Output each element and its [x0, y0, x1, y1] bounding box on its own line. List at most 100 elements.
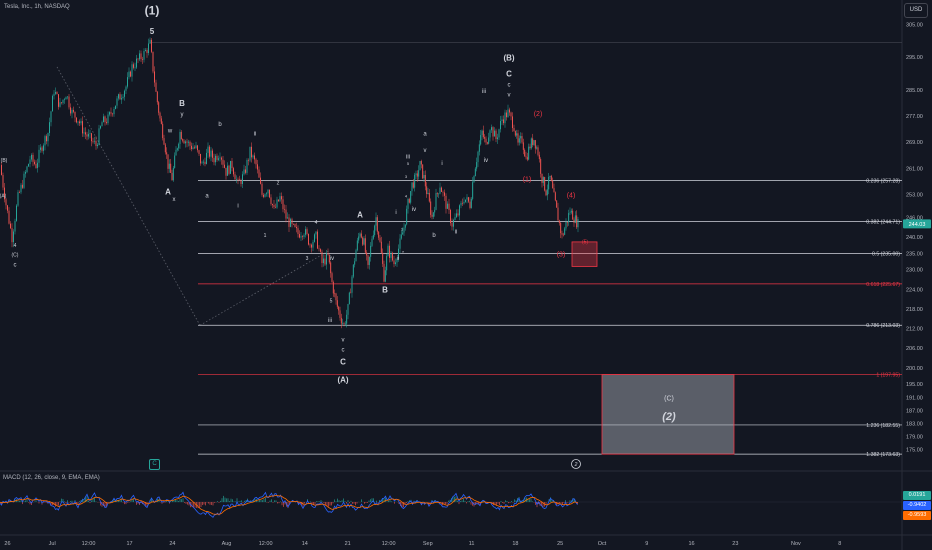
- candle-body: [37, 162, 38, 169]
- candle-body: [212, 150, 213, 158]
- macd-histogram-bar: [407, 501, 409, 503]
- candle-body: [348, 292, 350, 305]
- candle-body: [546, 189, 548, 196]
- candle-body: [328, 254, 330, 263]
- candle-body: [462, 202, 463, 204]
- candle-body: [83, 132, 85, 134]
- candle-body: [222, 159, 224, 165]
- macd-histogram-bar: [530, 498, 532, 503]
- candle-body: [476, 162, 478, 169]
- candle-body: [188, 141, 189, 143]
- candle-body: [281, 196, 282, 200]
- current-price-tag: [903, 219, 931, 229]
- time-tick-label: Aug: [222, 541, 232, 547]
- wave-label: 5: [407, 161, 410, 166]
- candle-body: [497, 137, 498, 140]
- candle-body: [104, 116, 106, 123]
- candle-body: [309, 244, 311, 246]
- candle-body: [79, 121, 80, 124]
- time-tick-label: 24: [169, 541, 175, 547]
- candle-body: [327, 253, 329, 255]
- candle-body: [115, 105, 116, 109]
- macd-histogram-bar: [485, 502, 487, 504]
- macd-histogram-bar: [220, 500, 221, 503]
- candle-body: [266, 193, 267, 195]
- candle-body: [270, 197, 272, 205]
- candle-body: [31, 154, 32, 160]
- macd-histogram-bar: [353, 502, 355, 504]
- macd-histogram-bar: [271, 499, 272, 503]
- macd-histogram-bar: [62, 498, 64, 503]
- wave-label: 4: [315, 220, 318, 226]
- macd-histogram-bar: [28, 502, 29, 503]
- candle-body: [246, 159, 248, 173]
- macd-histogram-bar: [259, 499, 260, 503]
- candle-body: [143, 51, 145, 60]
- macd-histogram-bar: [98, 502, 100, 503]
- macd-histogram-bar: [574, 498, 575, 503]
- macd-histogram-bar: [55, 502, 56, 507]
- macd-histogram-bar: [52, 502, 53, 506]
- candle-body: [38, 149, 40, 163]
- candle-body: [89, 133, 91, 134]
- wave-label: a: [423, 132, 427, 138]
- candle-body: [573, 219, 575, 223]
- macd-histogram-bar: [221, 498, 223, 503]
- wave-label: i: [237, 204, 238, 210]
- replay-c-icon[interactable]: C: [149, 459, 160, 470]
- wave-label: (3): [557, 252, 566, 259]
- candle-body: [107, 114, 109, 124]
- target-zone-red: [571, 241, 598, 267]
- candle-body: [1, 165, 2, 175]
- candle-body: [419, 161, 421, 171]
- macd-histogram-bar: [379, 499, 380, 503]
- candle-body: [474, 168, 476, 177]
- macd-histogram-bar: [476, 502, 478, 505]
- macd-histogram-bar: [35, 500, 37, 503]
- candle-body: [124, 90, 125, 97]
- macd-histogram-bar: [70, 501, 71, 503]
- candle-body: [532, 138, 534, 146]
- candle-body: [463, 201, 465, 204]
- candle-body: [29, 159, 31, 164]
- macd-histogram-bar: [467, 501, 469, 503]
- macd-histogram-bar: [104, 502, 106, 508]
- wave-label: iv: [330, 256, 334, 262]
- candle-body: [162, 123, 164, 139]
- macd-histogram-bar: [181, 499, 182, 503]
- macd-histogram-bar: [29, 502, 31, 505]
- candle-body: [372, 235, 374, 239]
- macd-histogram-bar: [275, 500, 277, 503]
- candle-body: [484, 137, 486, 139]
- candle-body: [396, 258, 398, 263]
- candle-body: [249, 146, 251, 161]
- candle-body: [118, 94, 119, 99]
- time-tick-label: 23: [732, 541, 738, 547]
- macd-histogram-bar: [92, 498, 94, 503]
- macd-histogram-bar: [173, 499, 175, 503]
- macd-histogram-bar: [58, 502, 59, 506]
- candle-body: [164, 144, 166, 153]
- candle-body: [494, 130, 495, 137]
- candle-body: [221, 157, 222, 160]
- candle-body: [158, 102, 160, 113]
- candle-body: [520, 136, 522, 139]
- candle-body: [473, 176, 475, 183]
- price-tick-label: 240.00: [906, 235, 923, 241]
- macd-indicator-label[interactable]: MACD (12, 26, close, 9, EMA, EMA): [3, 475, 100, 481]
- candle-body: [113, 108, 115, 115]
- macd-histogram-bar: [553, 500, 554, 503]
- candle-body: [441, 187, 442, 192]
- macd-histogram-bar: [301, 502, 302, 505]
- candle-body: [448, 203, 450, 211]
- wave-label: 2: [277, 181, 280, 187]
- candle-body: [59, 102, 61, 107]
- candle-body: [297, 228, 299, 235]
- fib-level-label: 1.382 (173.63): [866, 452, 900, 458]
- currency-button[interactable]: USD: [904, 3, 928, 18]
- candle-body: [276, 199, 278, 208]
- macd-histogram-bar: [229, 501, 230, 503]
- macd-histogram-bar: [331, 502, 332, 506]
- wave-label: 4: [14, 243, 17, 249]
